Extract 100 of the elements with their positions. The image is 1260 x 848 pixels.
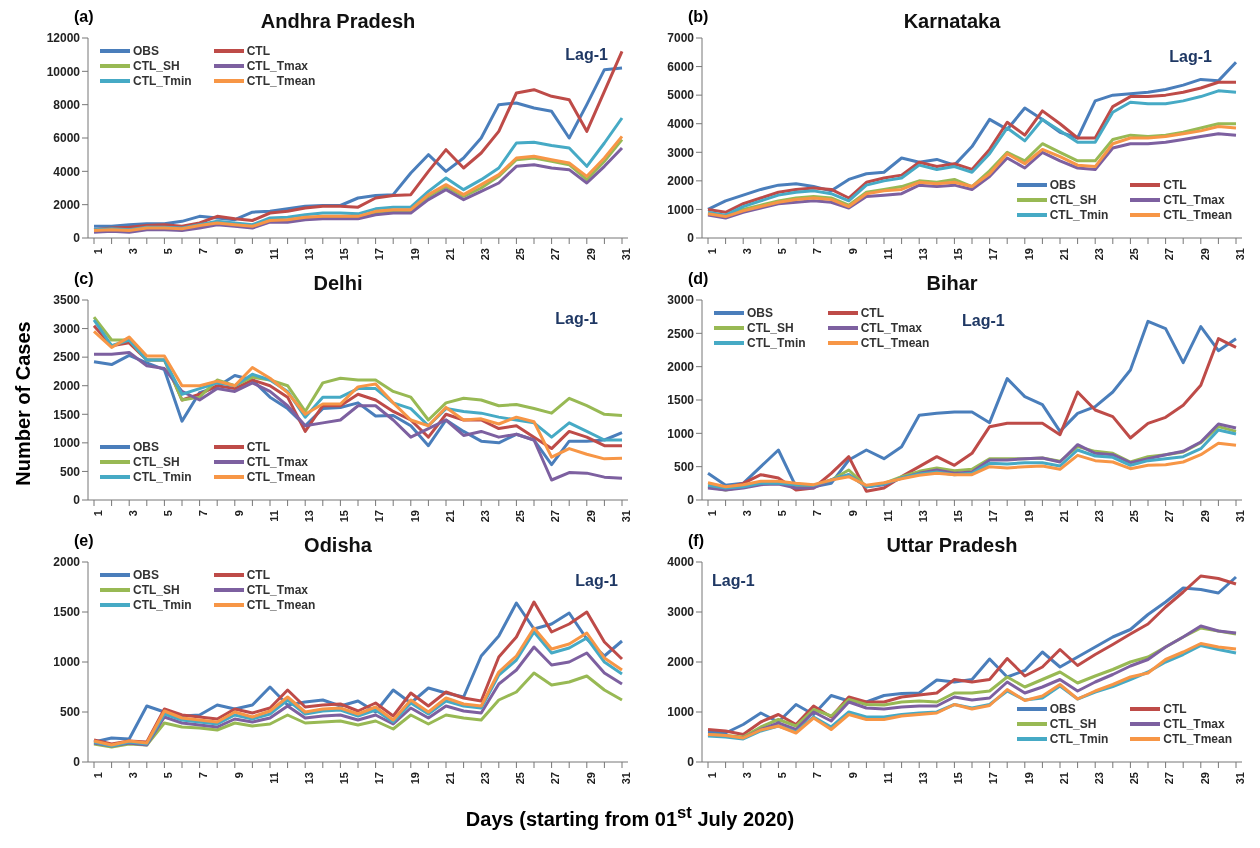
x-tick-label: 25 <box>514 772 527 785</box>
x-tick-label: 29 <box>1198 772 1211 785</box>
x-tick-label: 27 <box>1163 248 1176 261</box>
x-tick-label: 7 <box>197 510 210 517</box>
x-tick-label: 21 <box>1057 248 1070 261</box>
x-tick-label: 13 <box>303 510 316 523</box>
y-tick-label: 0 <box>687 231 695 246</box>
y-tick-label: 0 <box>687 493 695 508</box>
y-tick-label: 2000 <box>53 197 81 212</box>
x-tick-label: 5 <box>162 248 175 255</box>
y-tick-label: 500 <box>673 459 695 474</box>
x-tick-label: 9 <box>846 772 859 779</box>
legend-label: CTL_Tmean <box>860 336 930 350</box>
x-tick-label: 13 <box>917 772 930 785</box>
x-tick-label: 9 <box>232 510 245 517</box>
x-tick-label: 23 <box>1093 772 1106 785</box>
y-tick-label: 3000 <box>667 293 695 308</box>
x-tick-label: 13 <box>303 772 316 785</box>
y-tick-label: 1500 <box>667 393 695 408</box>
y-tick-label: 500 <box>59 705 81 720</box>
y-tick-label: 3000 <box>53 321 81 336</box>
x-tick-label: 17 <box>987 510 1000 523</box>
x-tick-label: 15 <box>952 510 965 523</box>
legend-label: CTL_Tmax <box>1163 193 1225 207</box>
y-tick-label: 2000 <box>53 378 81 393</box>
x-axis-title: Days (starting from 01$^{st}$ July 2020) <box>464 803 796 831</box>
x-tick-label: 15 <box>952 772 965 785</box>
x-tick-label: 23 <box>479 248 492 261</box>
x-tick-label: 27 <box>549 248 562 261</box>
y-tick-label: 7000 <box>667 31 695 46</box>
x-tick-label: 23 <box>479 772 492 785</box>
x-tick-label: 11 <box>881 772 894 784</box>
legend-label: CTL_Tmin <box>133 598 192 612</box>
y-tick-label: 0 <box>73 493 81 508</box>
x-tick-label: 19 <box>408 772 421 785</box>
legend-label: CTL_SH <box>1049 193 1097 207</box>
x-tick-label: 1 <box>705 772 718 779</box>
legend-label: CTL_Tmin <box>747 336 806 350</box>
x-tick-label: 11 <box>267 772 280 784</box>
legend-label: CTL_Tmean <box>246 598 316 612</box>
x-tick-label: 5 <box>776 772 789 779</box>
x-tick-label: 7 <box>811 510 824 517</box>
chart-title: Andhra Pradesh <box>260 10 416 32</box>
x-tick-label: 3 <box>127 248 140 255</box>
legend-label: CTL_Tmax <box>1163 717 1225 731</box>
y-tick-label: 0 <box>73 231 81 246</box>
x-tick-label: 1 <box>91 248 104 255</box>
legend-label: CTL_SH <box>133 59 180 73</box>
x-tick-label: 9 <box>846 248 859 255</box>
x-tick-label: 1 <box>705 248 718 255</box>
y-tick-label: 1000 <box>667 705 695 720</box>
legend-label: CTL_Tmean <box>246 74 316 88</box>
x-tick-label: 17 <box>373 772 386 785</box>
x-tick-label: 19 <box>1022 772 1035 785</box>
x-tick-label: 23 <box>1093 510 1106 523</box>
x-tick-label: 9 <box>846 510 859 517</box>
x-tick-label: 15 <box>338 248 351 261</box>
y-tick-label: 2000 <box>667 655 695 670</box>
legend-label: CTL_Tmin <box>1049 208 1109 222</box>
x-tick-label: 31 <box>619 772 632 785</box>
annotation: Lag-1 <box>1169 48 1212 66</box>
legend-label: CTL_Tmax <box>246 455 309 469</box>
x-tick-label: 27 <box>549 772 562 785</box>
x-tick-label: 7 <box>811 248 824 255</box>
x-tick-label: 5 <box>162 772 175 779</box>
x-tick-label: 21 <box>443 772 456 785</box>
x-tick-label: 13 <box>303 248 316 261</box>
legend-label: OBS <box>747 306 774 320</box>
y-tick-label: 3500 <box>53 293 81 308</box>
y-tick-label: 1000 <box>53 436 81 451</box>
x-tick-label: 3 <box>741 248 754 255</box>
y-tick-label: 0 <box>73 755 81 770</box>
y-tick-label: 6000 <box>53 131 81 146</box>
chart-title: Odisha <box>304 534 372 556</box>
y-tick-label: 3000 <box>667 145 695 160</box>
x-tick-label: 19 <box>1022 510 1035 523</box>
legend-label: CTL <box>1163 178 1187 192</box>
legend-label: CTL_SH <box>133 583 180 597</box>
y-tick-label: 4000 <box>667 555 695 570</box>
x-tick-label: 7 <box>811 772 824 779</box>
x-tick-label: 17 <box>987 248 1000 261</box>
x-tick-label: 11 <box>881 248 894 260</box>
y-tick-label: 1500 <box>53 605 81 620</box>
y-tick-label: 8000 <box>53 97 81 112</box>
x-tick-label: 23 <box>1093 248 1106 261</box>
text: (c) <box>74 270 94 288</box>
legend-label: CTL_Tmax <box>246 583 309 597</box>
x-tick-label: 19 <box>408 510 421 523</box>
x-tick-label: 1 <box>705 510 718 517</box>
x-tick-label: 11 <box>267 510 280 522</box>
x-tick-label: 11 <box>881 510 894 522</box>
x-tick-label: 25 <box>1128 510 1141 523</box>
x-tick-label: 5 <box>776 510 789 517</box>
x-tick-label: 31 <box>1233 248 1246 261</box>
legend-label: OBS <box>1049 178 1076 192</box>
y-tick-label: 0 <box>687 755 695 770</box>
text: (d) <box>688 270 709 288</box>
legend-label: CTL_Tmax <box>246 59 309 73</box>
y-tick-label: 5000 <box>667 88 695 103</box>
x-tick-label: 27 <box>1163 772 1176 785</box>
